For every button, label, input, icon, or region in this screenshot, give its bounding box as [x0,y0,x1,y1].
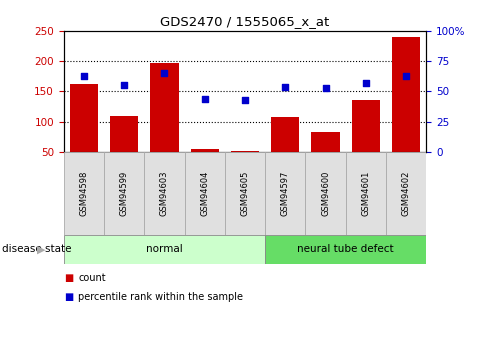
Point [362,80,370,86]
Text: GSM94600: GSM94600 [321,170,330,216]
Bar [346,152,386,235]
Bar [185,152,225,235]
Text: GSM94599: GSM94599 [120,170,129,216]
Bar [104,152,144,235]
Text: percentile rank within the sample: percentile rank within the sample [78,292,244,302]
Text: normal: normal [146,244,183,254]
Text: GSM94598: GSM94598 [79,170,88,216]
Bar [265,235,426,264]
Bar [352,100,380,182]
Point [281,84,289,89]
Bar [265,152,305,235]
Text: GSM94604: GSM94604 [200,170,209,216]
Point [402,73,410,78]
Bar [110,116,138,182]
Bar [305,152,346,235]
Bar [64,235,265,264]
Text: ■: ■ [64,292,73,302]
Bar [392,37,420,182]
Text: GSM94597: GSM94597 [281,170,290,216]
Bar [144,152,185,235]
Point [120,82,128,88]
Text: ■: ■ [64,273,73,283]
Point [80,73,88,78]
Text: GSM94601: GSM94601 [361,170,370,216]
Bar [231,150,259,182]
Text: GSM94605: GSM94605 [241,170,249,216]
Text: ▶: ▶ [37,244,46,254]
Bar [150,63,178,182]
Bar [386,152,426,235]
Bar [191,149,219,182]
Point [201,96,209,101]
Point [241,97,249,103]
Bar [312,132,340,182]
Point [161,71,169,76]
Text: GSM94603: GSM94603 [160,170,169,216]
Bar [225,152,265,235]
Bar [70,83,98,182]
Bar [64,152,104,235]
Text: GSM94602: GSM94602 [402,170,411,216]
Text: count: count [78,273,106,283]
Text: neural tube defect: neural tube defect [297,244,394,254]
Title: GDS2470 / 1555065_x_at: GDS2470 / 1555065_x_at [160,16,330,29]
Bar [271,117,299,182]
Text: disease state: disease state [2,244,72,254]
Point [321,85,329,91]
